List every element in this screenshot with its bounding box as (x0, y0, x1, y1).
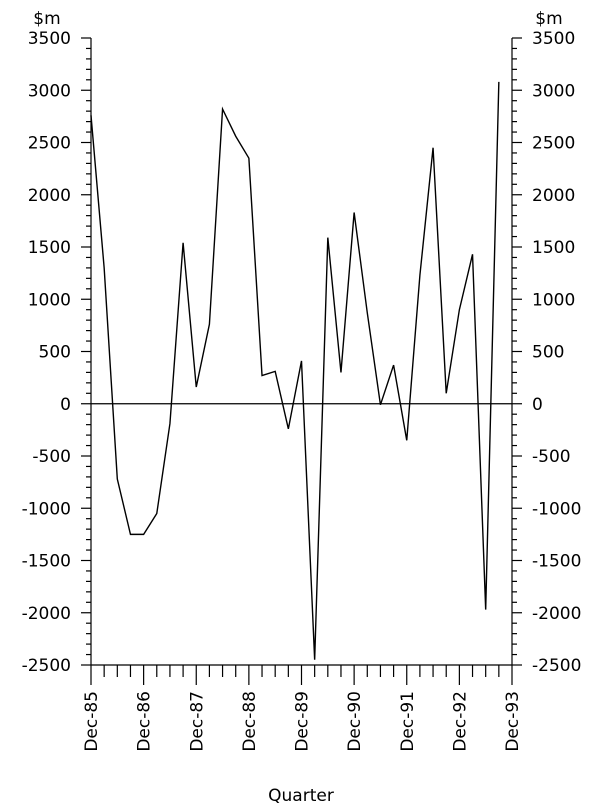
x-tick-label: Dec-87 (187, 691, 207, 752)
y-tick-label-right: 3500 (532, 29, 575, 49)
y-tick-label-left: 1500 (28, 238, 71, 258)
y-tick-label-right: -500 (532, 447, 571, 467)
plot-area: 3500 3500 3000 3000 2500 2500 2000 2000 1500 1500… (22, 29, 582, 752)
y-tick-label-right: -2000 (532, 604, 581, 624)
x-tick-label: Dec-85 (82, 691, 102, 752)
x-tick-label: Dec-88 (240, 691, 260, 752)
x-tick-label: Dec-91 (398, 691, 418, 752)
left-unit-label: $m (33, 9, 60, 29)
x-ticks: Dec-85 Dec-86 Dec-87 Dec-88 Dec-89 Dec-90 Dec-… (82, 665, 523, 752)
y-tick-label-left: 1000 (28, 290, 71, 310)
data-points (90, 81, 499, 660)
series-line (90, 81, 500, 660)
y-tick-label-left: 500 (39, 343, 71, 363)
y-tick-label-left: 0 (60, 395, 71, 415)
y-tick-label-right: 0 (532, 395, 543, 415)
x-axis-title: Quarter (268, 786, 334, 806)
y-tick-label-left: -1000 (22, 499, 71, 519)
x-tick-label: Dec-90 (345, 691, 365, 752)
y-tick-label-left: 2000 (28, 186, 71, 206)
y-tick-label-right: 500 (532, 343, 564, 363)
y-tick-label-right: -2500 (532, 656, 581, 676)
y-tick-label-right: 1000 (532, 290, 575, 310)
y-tick-label-left: 3500 (28, 29, 71, 49)
x-tick-label: Dec-92 (450, 691, 470, 752)
x-tick-label: Dec-93 (503, 691, 523, 752)
y-tick-label-left: 2500 (28, 134, 71, 154)
x-tick-label: Dec-89 (293, 691, 313, 752)
y-tick-label-right: 3000 (532, 81, 575, 101)
y-tick-label-left: -500 (32, 447, 71, 467)
y-tick-label-left: 3000 (28, 81, 71, 101)
y-tick-label-right: 2000 (532, 186, 575, 206)
y-tick-label-left: -2000 (22, 604, 71, 624)
y-tick-label-right: 1500 (532, 238, 575, 258)
x-tick-label: Dec-86 (135, 691, 155, 752)
y-tick-label-left: -1500 (22, 552, 71, 572)
y-tick-label-right: 2500 (532, 134, 575, 154)
y-ticks: 3500 3500 3000 3000 2500 2500 2000 2000 1500 1500… (22, 29, 582, 676)
y-tick-label-left: -2500 (22, 656, 71, 676)
y-tick-label-right: -1000 (532, 499, 581, 519)
right-unit-label: $m (535, 9, 562, 29)
y-tick-label-right: -1500 (532, 552, 581, 572)
